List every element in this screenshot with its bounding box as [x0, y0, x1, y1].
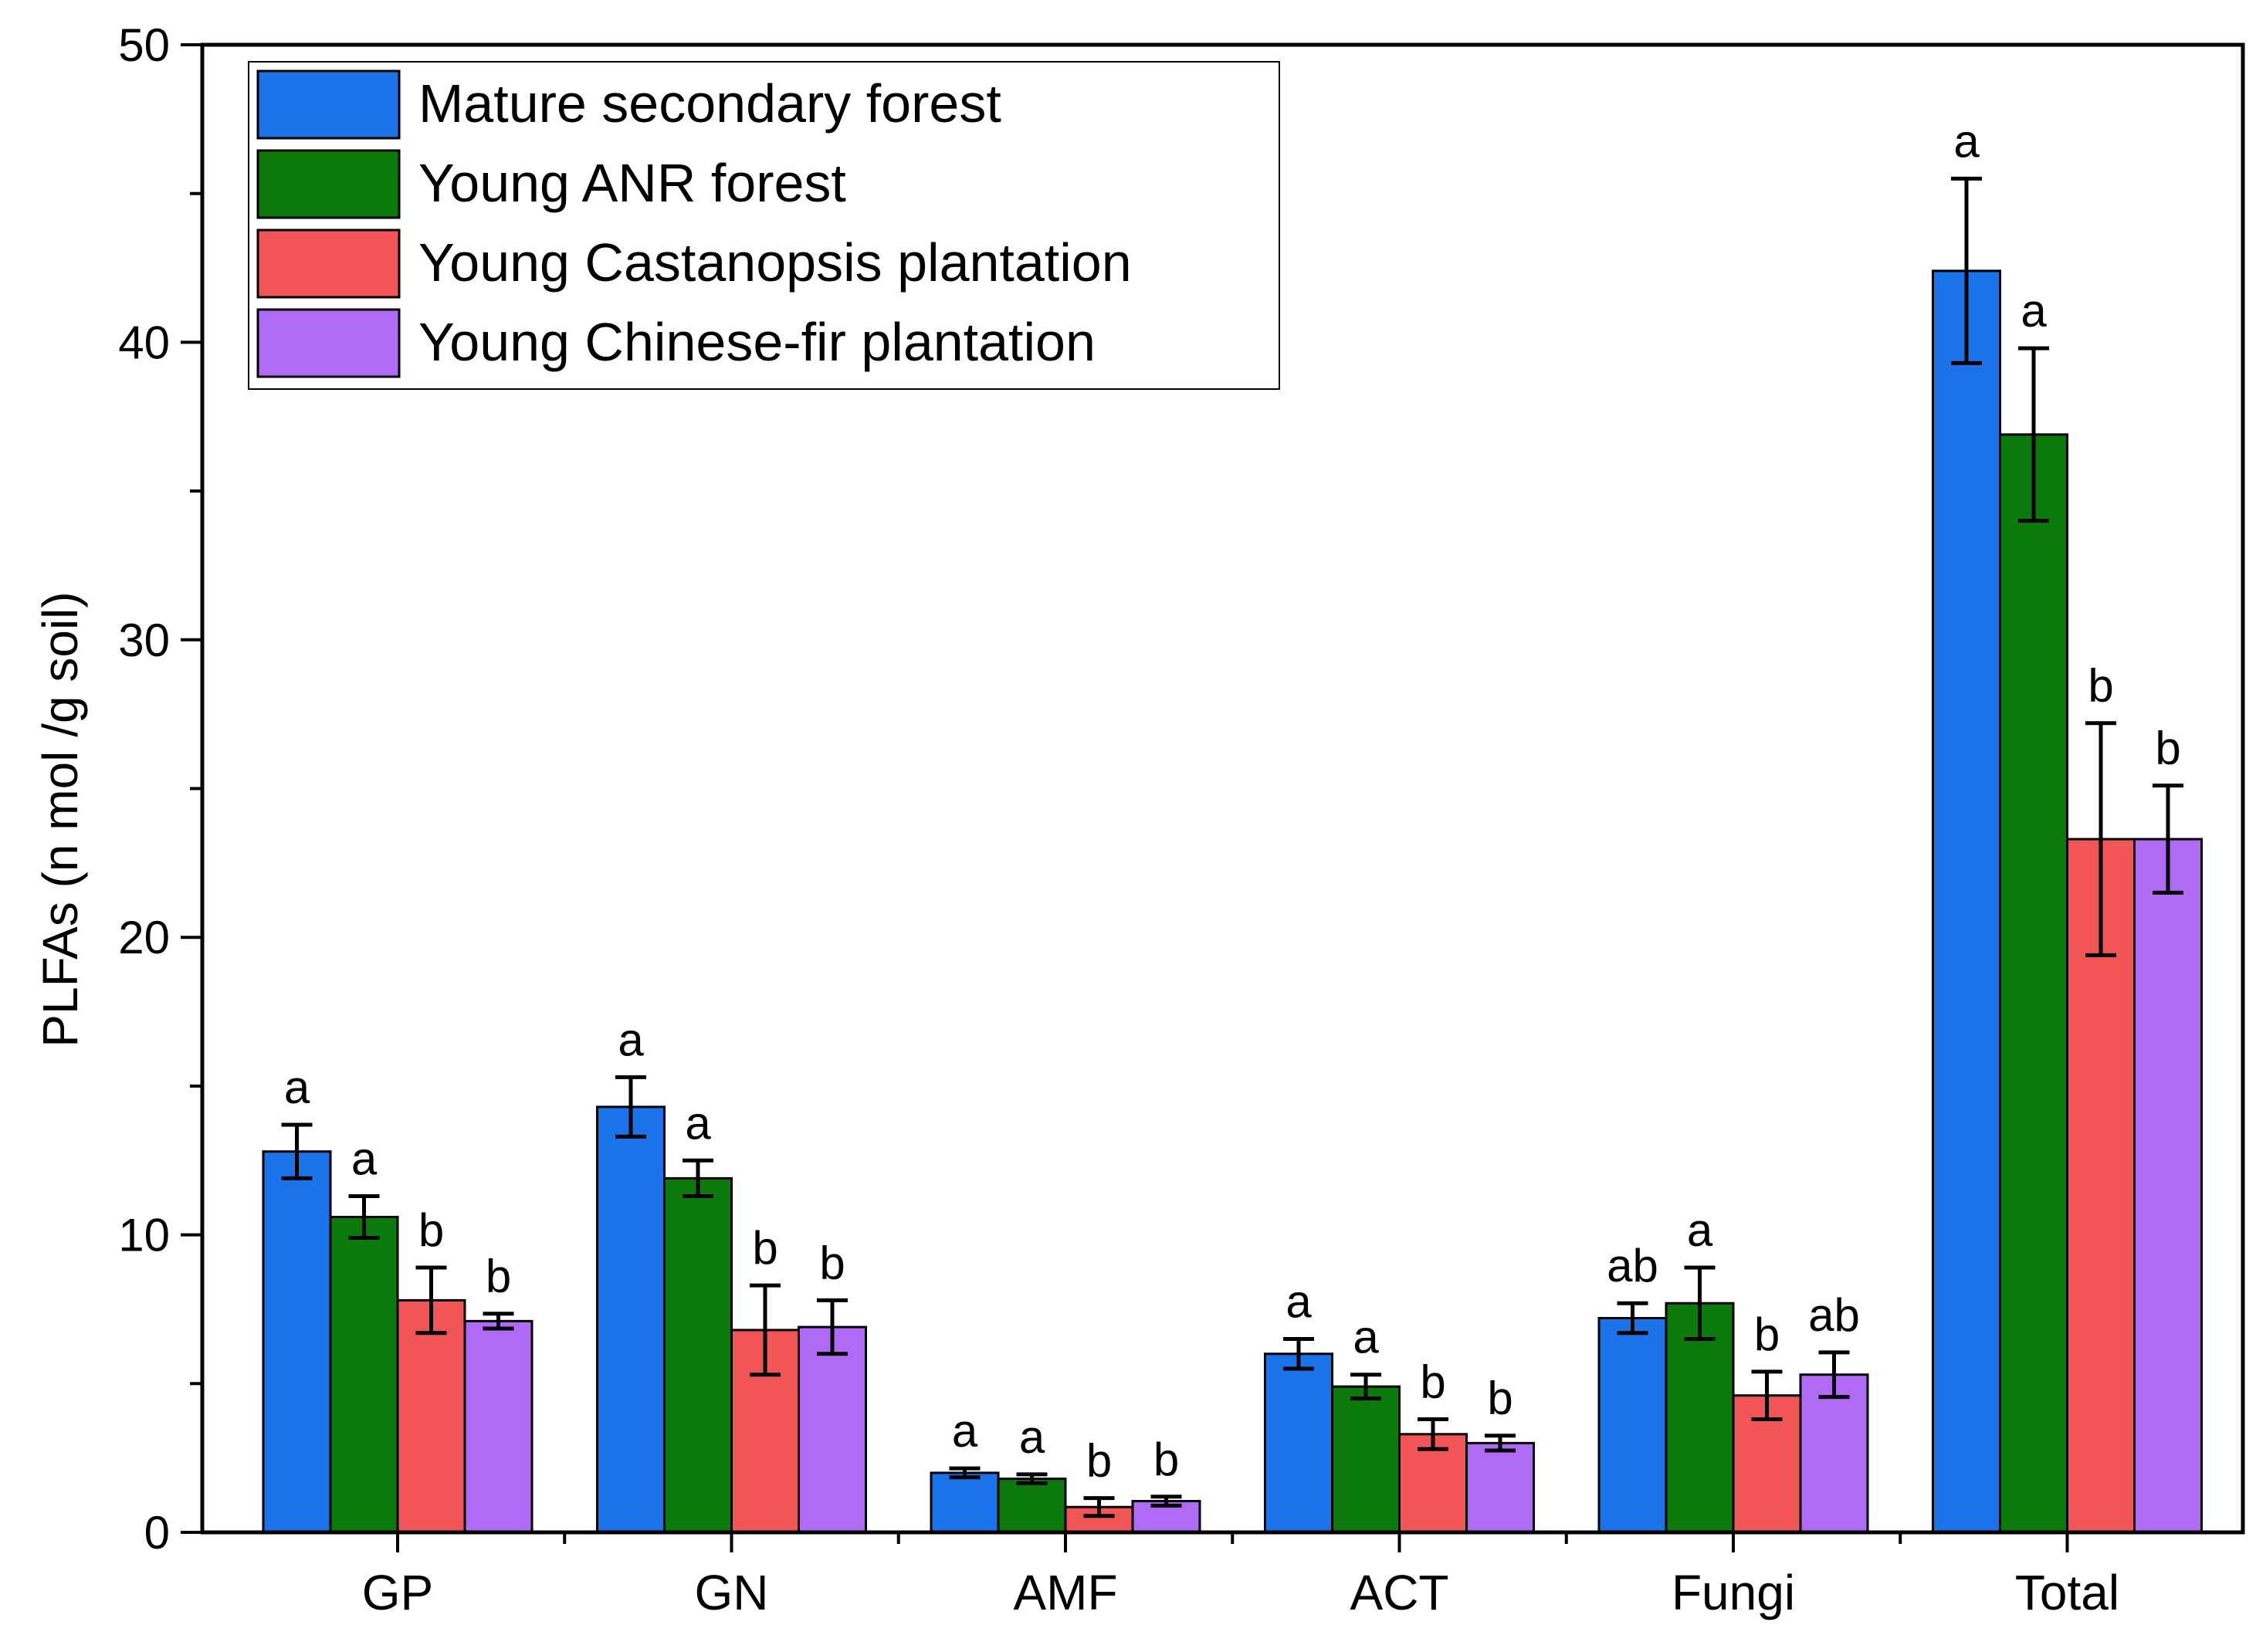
x-tick-label: AMF	[1013, 1565, 1117, 1620]
x-tick-label: GP	[362, 1565, 433, 1620]
significance-letter: b	[1487, 1373, 1512, 1424]
bar	[663, 1176, 733, 1534]
y-tick-label: 40	[118, 317, 170, 368]
significance-letter: ab	[1607, 1240, 1658, 1291]
bar	[1597, 1317, 1668, 1534]
significance-letter: a	[284, 1061, 310, 1113]
significance-letter: b	[486, 1251, 511, 1302]
legend-swatch	[256, 229, 401, 299]
y-tick-label: 50	[118, 19, 170, 71]
significance-letter: a	[351, 1132, 378, 1184]
y-tick-label: 10	[118, 1210, 170, 1261]
bar	[798, 1325, 867, 1534]
significance-letter: b	[1420, 1356, 1445, 1408]
significance-letter: a	[1353, 1312, 1379, 1363]
bar	[396, 1298, 466, 1534]
y-tick-label: 20	[118, 912, 170, 963]
legend-label: Young ANR forest	[418, 153, 846, 213]
significance-letter: a	[1953, 115, 1980, 167]
legend-box	[248, 61, 1280, 390]
y-tick-label: 0	[144, 1507, 170, 1559]
bar	[1331, 1385, 1401, 1534]
bar	[1932, 269, 2001, 1534]
significance-letter: a	[1019, 1411, 1045, 1463]
bar	[1465, 1441, 1535, 1534]
significance-letter: b	[2088, 660, 2113, 712]
bar	[596, 1105, 666, 1534]
significance-letter: b	[752, 1222, 777, 1274]
significance-letter: a	[2021, 285, 2047, 337]
significance-letter: b	[1153, 1434, 1179, 1485]
significance-letter: a	[1286, 1275, 1312, 1327]
x-tick-label: ACT	[1350, 1565, 1449, 1620]
significance-letter: a	[952, 1405, 978, 1457]
legend-swatch	[256, 69, 401, 140]
significance-letter: a	[618, 1014, 644, 1065]
significance-letter: b	[1086, 1435, 1112, 1487]
significance-letter: b	[2155, 723, 2180, 774]
y-axis-label: PLFAs (n mol /g soil)	[32, 591, 88, 1047]
significance-letter: b	[418, 1204, 444, 1256]
bar	[1999, 433, 2068, 1534]
significance-letter: b	[1754, 1308, 1780, 1360]
bar	[997, 1478, 1067, 1534]
bar	[329, 1215, 399, 1534]
bar	[1264, 1352, 1333, 1534]
x-tick-label: Total	[2015, 1565, 2119, 1620]
bar	[463, 1319, 534, 1534]
legend-label: Young Castanopsis plantation	[418, 232, 1132, 293]
bar	[930, 1471, 1000, 1534]
error-bars-layer	[281, 176, 2183, 1518]
significance-letter: a	[685, 1097, 711, 1149]
bar	[262, 1150, 332, 1534]
legend-swatch	[256, 149, 401, 219]
x-tick-label: GN	[695, 1565, 769, 1620]
significance-letter: ab	[1808, 1289, 1860, 1341]
y-tick-label: 30	[118, 614, 170, 666]
bar	[2133, 838, 2203, 1534]
legend-label: Mature secondary forest	[418, 73, 1001, 134]
significance-letter: b	[819, 1237, 845, 1288]
y-axis-ticks: 0 10 20 30 40 50	[118, 19, 202, 1559]
x-tick-label: Fungi	[1672, 1565, 1795, 1620]
legend-label: Young Chinese-fir plantation	[418, 312, 1096, 372]
bars-layer	[262, 269, 2203, 1534]
x-axis-ticks: GP GN AMF ACT Fungi Total	[362, 1532, 2119, 1620]
legend: Mature secondary forest Young ANR forest Y…	[248, 61, 1280, 390]
legend-swatch	[256, 308, 401, 378]
significance-letter: a	[1687, 1204, 1713, 1256]
